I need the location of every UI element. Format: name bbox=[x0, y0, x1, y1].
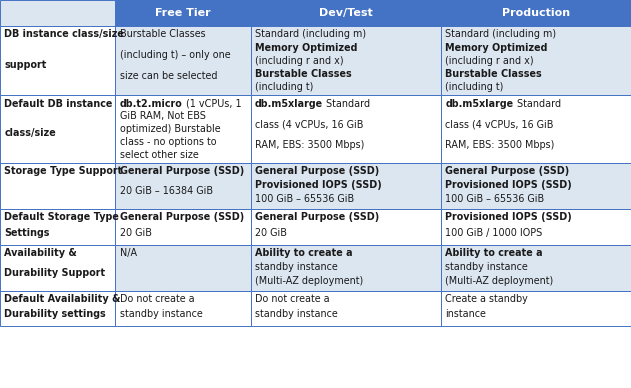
Text: Memory Optimized: Memory Optimized bbox=[445, 43, 548, 52]
Text: General Purpose (SSD): General Purpose (SSD) bbox=[445, 166, 570, 177]
Text: (including t): (including t) bbox=[255, 81, 314, 92]
Text: 20 GiB – 16384 GiB: 20 GiB – 16384 GiB bbox=[120, 186, 213, 196]
Text: (including t): (including t) bbox=[445, 81, 504, 92]
Text: General Purpose (SSD): General Purpose (SSD) bbox=[120, 212, 244, 222]
Text: Burstable Classes: Burstable Classes bbox=[445, 69, 542, 79]
Text: GiB RAM, Not EBS: GiB RAM, Not EBS bbox=[120, 111, 206, 121]
Bar bbox=[441, 163, 631, 209]
Text: Create a standby: Create a standby bbox=[445, 294, 528, 304]
Text: 100 GiB – 65536 GiB: 100 GiB – 65536 GiB bbox=[255, 194, 354, 204]
Bar bbox=[441, 26, 631, 95]
Bar bbox=[115, 209, 251, 245]
Text: N/A: N/A bbox=[120, 248, 137, 258]
Text: RAM, EBS: 3500 Mbps): RAM, EBS: 3500 Mbps) bbox=[445, 140, 555, 150]
Text: instance: instance bbox=[445, 309, 487, 319]
Text: Default DB instance: Default DB instance bbox=[4, 99, 113, 109]
Text: Standard: Standard bbox=[514, 99, 561, 109]
Text: class - no options to: class - no options to bbox=[120, 137, 216, 147]
Bar bbox=[0, 26, 115, 95]
Text: optimized) Burstable: optimized) Burstable bbox=[120, 124, 220, 134]
Text: Default Availability &: Default Availability & bbox=[4, 294, 121, 304]
Bar bbox=[251, 245, 441, 291]
Bar bbox=[0, 291, 115, 326]
Bar bbox=[251, 209, 441, 245]
Text: Provisioned IOPS (SSD): Provisioned IOPS (SSD) bbox=[445, 180, 572, 191]
Text: Do not create a: Do not create a bbox=[255, 294, 329, 304]
Text: (including r and x): (including r and x) bbox=[255, 55, 343, 66]
Text: General Purpose (SSD): General Purpose (SSD) bbox=[255, 212, 379, 222]
Text: Free Tier: Free Tier bbox=[155, 8, 211, 18]
Text: (Multi-AZ deployment): (Multi-AZ deployment) bbox=[445, 276, 554, 286]
Text: Durability settings: Durability settings bbox=[4, 309, 106, 319]
Text: Settings: Settings bbox=[4, 228, 50, 238]
Bar bbox=[115, 163, 251, 209]
Bar bbox=[115, 26, 251, 95]
Text: General Purpose (SSD): General Purpose (SSD) bbox=[255, 166, 379, 177]
Text: Burstable Classes: Burstable Classes bbox=[255, 69, 351, 79]
Bar bbox=[115, 245, 251, 291]
Text: db.t2.micro: db.t2.micro bbox=[120, 99, 182, 109]
Text: RAM, EBS: 3500 Mbps): RAM, EBS: 3500 Mbps) bbox=[255, 140, 364, 150]
Text: 20 GiB: 20 GiB bbox=[120, 228, 152, 238]
Bar bbox=[251, 163, 441, 209]
Text: support: support bbox=[4, 59, 47, 69]
Bar bbox=[441, 291, 631, 326]
Text: class (4 vCPUs, 16 GiB: class (4 vCPUs, 16 GiB bbox=[255, 119, 363, 129]
Text: class (4 vCPUs, 16 GiB: class (4 vCPUs, 16 GiB bbox=[445, 119, 554, 129]
Text: Standard (including m): Standard (including m) bbox=[255, 29, 366, 40]
Text: Burstable Classes: Burstable Classes bbox=[120, 29, 206, 40]
Text: General Purpose (SSD): General Purpose (SSD) bbox=[120, 166, 244, 177]
Text: select other size: select other size bbox=[120, 150, 199, 160]
Text: standby instance: standby instance bbox=[255, 262, 338, 272]
Text: Availability &: Availability & bbox=[4, 248, 77, 258]
Bar bbox=[441, 209, 631, 245]
Text: Ability to create a: Ability to create a bbox=[445, 248, 543, 258]
Text: Provisioned IOPS (SSD): Provisioned IOPS (SSD) bbox=[255, 180, 382, 191]
Bar bbox=[0, 209, 115, 245]
Text: class/size: class/size bbox=[4, 128, 56, 138]
Bar bbox=[251, 26, 441, 95]
Bar bbox=[0, 163, 115, 209]
Text: Default Storage Type: Default Storage Type bbox=[4, 212, 119, 222]
Text: db.m5xlarge: db.m5xlarge bbox=[255, 99, 323, 109]
Text: Production: Production bbox=[502, 8, 570, 18]
Bar bbox=[0, 0, 115, 26]
Text: DB instance class/size: DB instance class/size bbox=[4, 29, 124, 40]
Text: db.m5xlarge: db.m5xlarge bbox=[445, 99, 514, 109]
Text: Ability to create a: Ability to create a bbox=[255, 248, 353, 258]
Bar bbox=[0, 245, 115, 291]
Text: Durability Support: Durability Support bbox=[4, 268, 105, 278]
Text: Standard (including m): Standard (including m) bbox=[445, 29, 557, 40]
Bar bbox=[441, 0, 631, 26]
Bar bbox=[441, 95, 631, 163]
Bar bbox=[251, 0, 441, 26]
Text: Storage Type Support: Storage Type Support bbox=[4, 166, 122, 177]
Text: (Multi-AZ deployment): (Multi-AZ deployment) bbox=[255, 276, 363, 286]
Text: 20 GiB: 20 GiB bbox=[255, 228, 287, 238]
Text: (including r and x): (including r and x) bbox=[445, 55, 534, 66]
Bar bbox=[251, 291, 441, 326]
Bar bbox=[115, 95, 251, 163]
Bar bbox=[251, 95, 441, 163]
Text: 100 GiB – 65536 GiB: 100 GiB – 65536 GiB bbox=[445, 194, 545, 204]
Text: Standard: Standard bbox=[323, 99, 370, 109]
Bar bbox=[441, 245, 631, 291]
Text: (1 vCPUs, 1: (1 vCPUs, 1 bbox=[182, 99, 241, 109]
Bar bbox=[115, 291, 251, 326]
Bar bbox=[115, 0, 251, 26]
Text: Dev/Test: Dev/Test bbox=[319, 8, 373, 18]
Text: Memory Optimized: Memory Optimized bbox=[255, 43, 357, 52]
Text: 100 GiB / 1000 IOPS: 100 GiB / 1000 IOPS bbox=[445, 228, 543, 238]
Text: standby instance: standby instance bbox=[255, 309, 338, 319]
Text: Provisioned IOPS (SSD): Provisioned IOPS (SSD) bbox=[445, 212, 572, 222]
Text: (including t) – only one: (including t) – only one bbox=[120, 50, 230, 61]
Text: standby instance: standby instance bbox=[120, 309, 203, 319]
Text: Do not create a: Do not create a bbox=[120, 294, 194, 304]
Bar bbox=[0, 95, 115, 163]
Text: standby instance: standby instance bbox=[445, 262, 528, 272]
Text: size can be selected: size can be selected bbox=[120, 71, 218, 81]
